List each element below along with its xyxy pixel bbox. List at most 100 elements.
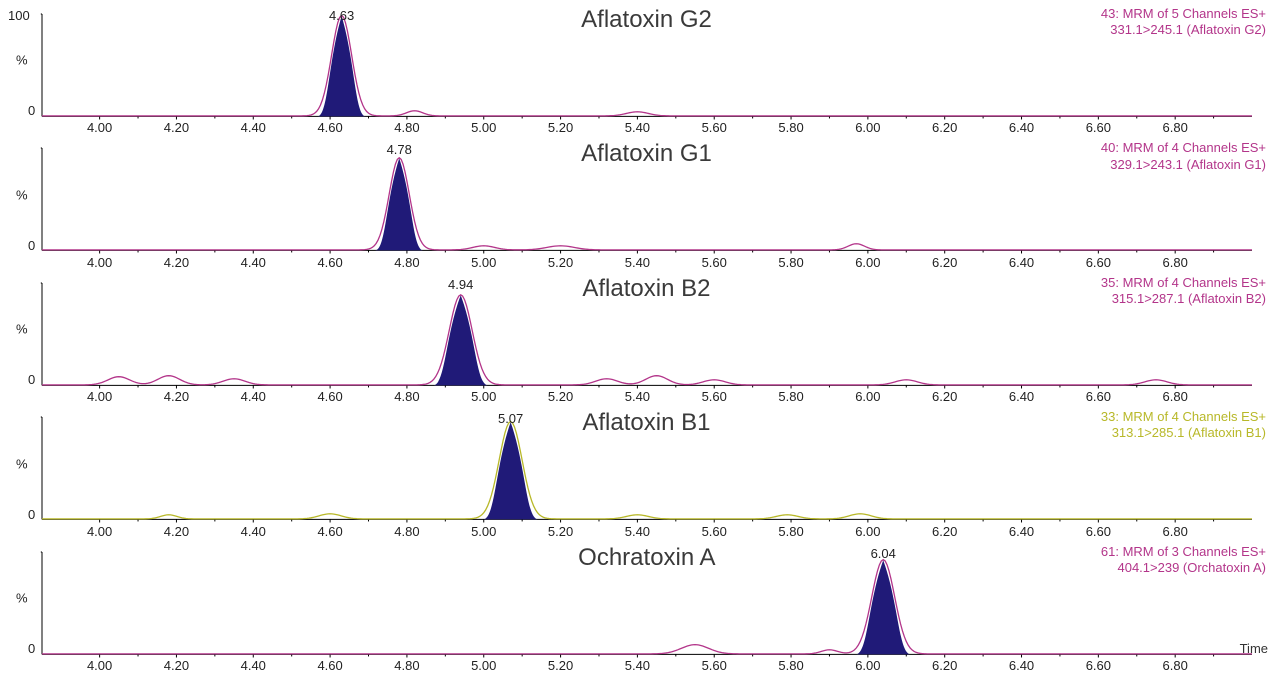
x-tick: 5.00 (471, 389, 496, 404)
y-tick-0: 0 (28, 103, 35, 118)
x-tick: 4.80 (394, 524, 419, 539)
x-tick: 4.60 (317, 389, 342, 404)
y-tick-0: 0 (28, 238, 35, 253)
peak-rt-label: 5.07 (498, 411, 523, 426)
x-tick: 4.60 (317, 524, 342, 539)
trace-line (42, 559, 1252, 653)
x-tick: 5.40 (625, 120, 650, 135)
peak-fill (317, 16, 365, 116)
chromatogram-plot (42, 417, 1252, 519)
x-tick: 4.20 (164, 255, 189, 270)
x-tick: 4.40 (241, 658, 266, 673)
x-axis-label: Time (1240, 641, 1268, 656)
x-tick: 5.20 (548, 389, 573, 404)
chart-area: 5.07 (42, 417, 1252, 519)
x-tick: 4.20 (164, 389, 189, 404)
x-tick: 4.60 (317, 255, 342, 270)
trace-line (42, 295, 1252, 385)
peak-rt-label: 4.94 (448, 277, 473, 292)
x-tick: 5.20 (548, 120, 573, 135)
x-tick: 6.20 (932, 389, 957, 404)
x-tick: 5.40 (625, 389, 650, 404)
x-tick: 6.20 (932, 120, 957, 135)
x-tick: 6.80 (1163, 255, 1188, 270)
x-tick: 5.20 (548, 658, 573, 673)
x-tick: 6.80 (1163, 389, 1188, 404)
x-tick: 5.80 (778, 120, 803, 135)
x-tick: 6.00 (855, 255, 880, 270)
y-axis-label: % (16, 322, 28, 337)
x-tick: 6.20 (932, 658, 957, 673)
x-tick: 5.60 (702, 524, 727, 539)
x-tick: 6.80 (1163, 524, 1188, 539)
peak-fill (375, 159, 423, 251)
x-tick: 5.80 (778, 524, 803, 539)
x-tick: 4.60 (317, 658, 342, 673)
chart-area: 6.04 (42, 552, 1252, 654)
x-tick: 5.80 (778, 658, 803, 673)
x-tick: 5.40 (625, 255, 650, 270)
x-tick: 4.40 (241, 524, 266, 539)
x-tick: 5.00 (471, 120, 496, 135)
x-tick: 6.40 (1009, 658, 1034, 673)
x-tick: 4.00 (87, 389, 112, 404)
x-tick: 6.60 (1086, 120, 1111, 135)
x-tick-labels: 4.00 4.20 4.40 4.60 4.80 5.00 5.20 5.40 5.60 5.80… (42, 658, 1252, 674)
x-tick: 4.00 (87, 255, 112, 270)
y-axis-label: % (16, 187, 28, 202)
x-tick: 4.60 (317, 120, 342, 135)
x-tick: 6.00 (855, 120, 880, 135)
x-tick: 4.00 (87, 120, 112, 135)
x-tick: 5.80 (778, 389, 803, 404)
chromatogram-panel: Aflatoxin B235: MRM of 4 Channels ES+315… (10, 273, 1270, 407)
x-tick: 4.40 (241, 389, 266, 404)
chromatogram-plot (42, 148, 1252, 250)
trace-line (42, 16, 1252, 116)
x-tick-labels: 4.00 4.20 4.40 4.60 4.80 5.00 5.20 5.40 5.60 5.80… (42, 389, 1252, 405)
trace-line (42, 158, 1252, 250)
peak-rt-label: 4.78 (387, 142, 412, 157)
peak-rt-label: 4.63 (329, 8, 354, 23)
x-tick: 5.60 (702, 389, 727, 404)
chromatogram-panel: Aflatoxin G140: MRM of 4 Channels ES+329… (10, 138, 1270, 272)
x-tick: 5.20 (548, 255, 573, 270)
peak-fill (433, 295, 488, 385)
x-tick: 5.60 (702, 120, 727, 135)
x-tick: 6.00 (855, 389, 880, 404)
x-tick: 4.80 (394, 255, 419, 270)
x-tick: 6.20 (932, 524, 957, 539)
x-tick-labels: 4.004.204.404.604.805.005.205.405.605.80… (42, 120, 1252, 136)
x-tick: 6.60 (1086, 255, 1111, 270)
x-tick: 6.40 (1009, 255, 1034, 270)
x-tick: 6.60 (1086, 524, 1111, 539)
x-tick: 4.20 (164, 524, 189, 539)
x-tick: 5.00 (471, 255, 496, 270)
chromatogram-plot (42, 14, 1252, 116)
x-tick: 4.80 (394, 389, 419, 404)
peak-rt-label: 6.04 (871, 546, 896, 561)
x-tick: 6.40 (1009, 120, 1034, 135)
x-tick: 6.00 (855, 524, 880, 539)
chart-area: 4.78 (42, 148, 1252, 250)
x-tick: 4.00 (87, 658, 112, 673)
x-tick: 6.40 (1009, 389, 1034, 404)
peak-fill (856, 560, 911, 654)
x-tick: 6.80 (1163, 120, 1188, 135)
x-tick: 5.00 (471, 658, 496, 673)
x-tick: 4.20 (164, 658, 189, 673)
x-tick: 4.40 (241, 120, 266, 135)
y-tick-0: 0 (28, 507, 35, 522)
peak-fill (483, 422, 538, 519)
chromatogram-panels: Aflatoxin G243: MRM of 5 Channels ES+331… (0, 0, 1280, 684)
y-axis-label: % (16, 591, 28, 606)
x-tick: 4.80 (394, 120, 419, 135)
x-tick: 4.40 (241, 255, 266, 270)
x-tick: 5.60 (702, 658, 727, 673)
chromatogram-panel: Aflatoxin B133: MRM of 4 Channels ES+313… (10, 407, 1270, 541)
x-tick-labels: 4.004.204.404.604.805.005.205.405.605.80… (42, 524, 1252, 540)
x-tick: 5.60 (702, 255, 727, 270)
x-tick: 5.20 (548, 524, 573, 539)
x-tick: 4.80 (394, 658, 419, 673)
x-tick: 5.40 (625, 658, 650, 673)
y-tick-0: 0 (28, 641, 35, 656)
